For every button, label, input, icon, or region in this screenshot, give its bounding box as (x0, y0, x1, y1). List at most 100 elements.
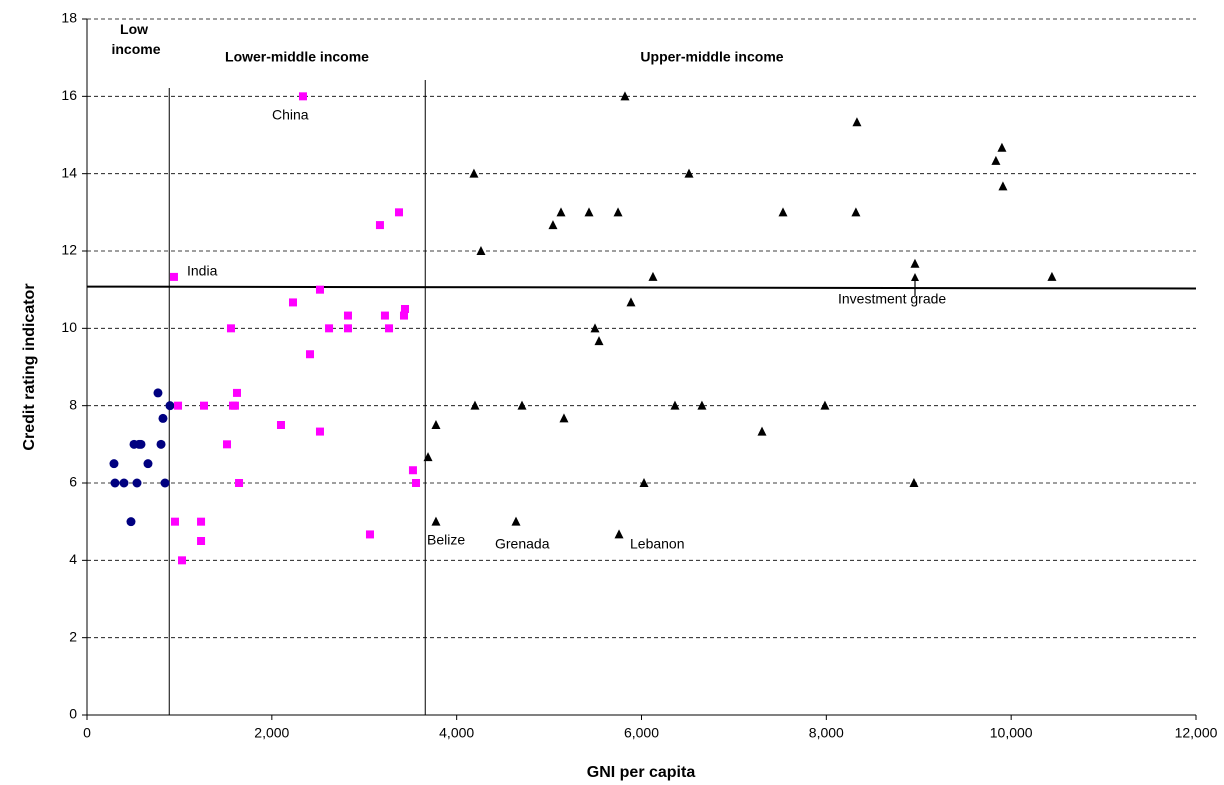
x-tick-label: 10,000 (990, 725, 1033, 741)
point (594, 336, 604, 346)
point (548, 220, 558, 230)
point (820, 400, 830, 410)
point (158, 413, 168, 423)
point (298, 92, 307, 101)
point (401, 305, 410, 313)
annotation-arrowhead (911, 273, 919, 281)
point (1047, 271, 1057, 281)
point (136, 439, 146, 449)
point (315, 427, 324, 436)
point (197, 537, 206, 545)
point (408, 466, 417, 475)
point (343, 324, 352, 333)
point (648, 271, 658, 281)
point (197, 517, 206, 526)
group-label-line: Low (120, 21, 152, 37)
point (325, 324, 334, 333)
point (165, 401, 175, 411)
point (469, 168, 479, 178)
point (511, 516, 521, 526)
point (670, 400, 680, 410)
point (170, 517, 179, 526)
point (230, 401, 239, 410)
x-tick-label: 6,000 (624, 725, 659, 741)
point (119, 478, 129, 488)
point (365, 530, 374, 539)
annotation: Grenada (495, 536, 550, 552)
point (143, 459, 153, 469)
investment-grade-line (86, 285, 1197, 290)
point (998, 181, 1008, 191)
annotation: Lebanon (630, 536, 685, 552)
point (380, 311, 389, 320)
x-tick-label: 8,000 (809, 725, 844, 741)
y-tick-label: 6 (69, 474, 77, 490)
x-axis-title: GNI per capita (587, 764, 696, 781)
point (199, 401, 208, 410)
point (910, 258, 920, 268)
point (851, 207, 861, 217)
point (412, 479, 421, 487)
group-label: Upper-middle income (640, 49, 783, 65)
x-tick-label: 12,000 (1175, 725, 1218, 741)
point (997, 142, 1007, 152)
y-tick-label: 0 (69, 706, 77, 722)
point (470, 400, 480, 410)
annotation: China (272, 107, 309, 123)
point (306, 350, 315, 359)
point (156, 439, 166, 449)
x-tick-label: 2,000 (254, 725, 289, 741)
point (991, 155, 1001, 165)
point (153, 388, 163, 398)
point (375, 221, 384, 230)
y-tick-label: 16 (61, 87, 77, 103)
point (476, 246, 486, 255)
point (394, 208, 403, 217)
point (232, 388, 241, 397)
point (431, 516, 441, 526)
point (315, 285, 324, 294)
y-tick-label: 14 (61, 164, 77, 180)
point (126, 517, 136, 527)
point (517, 400, 527, 410)
point (423, 452, 433, 462)
x-tick-label: 0 (83, 725, 91, 741)
point (556, 207, 566, 217)
point (132, 478, 142, 488)
y-tick-label: 2 (69, 628, 77, 644)
group-label: Lower-middle income (225, 49, 369, 65)
point (614, 529, 624, 539)
point (385, 324, 394, 333)
point (697, 400, 707, 410)
point (620, 91, 630, 101)
point (343, 311, 352, 320)
point (178, 556, 187, 565)
point (110, 478, 120, 488)
point (626, 297, 636, 307)
point (852, 117, 862, 127)
point (288, 298, 297, 307)
point (590, 323, 600, 333)
point (109, 459, 119, 469)
point (160, 478, 170, 488)
point (639, 478, 649, 487)
point (684, 168, 694, 178)
y-tick-label: 12 (61, 242, 77, 258)
y-tick-label: 8 (69, 396, 77, 412)
point (431, 420, 441, 429)
point (174, 401, 183, 410)
point (778, 207, 788, 217)
x-tick-label: 4,000 (439, 725, 474, 741)
annotation: Belize (427, 532, 465, 548)
group-label-line: income (111, 41, 160, 57)
point (584, 207, 594, 217)
y-tick-label: 10 (61, 319, 77, 335)
point (223, 440, 232, 449)
annotation: India (187, 263, 218, 279)
y-tick-label: 18 (61, 10, 77, 26)
point (169, 272, 178, 281)
group-label: Low income (111, 21, 160, 57)
point (909, 478, 919, 487)
